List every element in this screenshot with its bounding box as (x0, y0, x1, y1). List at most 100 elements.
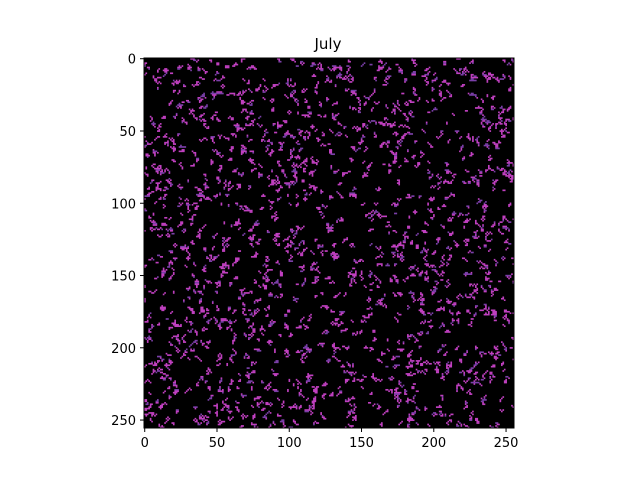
heatmap-cell (321, 250, 324, 252)
heatmap-cell (245, 374, 250, 377)
heatmap-cell (412, 211, 418, 213)
heatmap-cell (342, 241, 344, 244)
heatmap-cell (407, 276, 409, 278)
heatmap-cell (407, 334, 409, 336)
heatmap-cell (360, 329, 363, 332)
heatmap-cell (175, 338, 179, 341)
heatmap-cell (161, 276, 163, 278)
heatmap-cell (196, 284, 198, 287)
heatmap-cell (217, 325, 221, 328)
heatmap-cell (511, 58, 513, 60)
heatmap-cell (376, 214, 382, 216)
heatmap-cell (498, 354, 502, 356)
heatmap-cell (479, 199, 483, 202)
heatmap-cell (237, 172, 240, 174)
heatmap-cell (278, 82, 281, 85)
heatmap-cell (412, 60, 415, 63)
heatmap-cell (191, 273, 194, 275)
heatmap-cell (326, 222, 330, 225)
heatmap-cell (441, 256, 444, 258)
heatmap-cell (242, 146, 246, 148)
heatmap-cell (434, 368, 440, 371)
heatmap-cell (395, 355, 401, 358)
heatmap-cell (183, 339, 185, 342)
heatmap-cell (167, 416, 169, 419)
heatmap-cell (253, 309, 257, 312)
heatmap-cell (376, 189, 380, 192)
heatmap-cell (447, 219, 453, 222)
heatmap-cell (159, 196, 162, 199)
heatmap-cell (333, 172, 337, 174)
heatmap-cell (259, 208, 263, 210)
heatmap-cell (216, 321, 218, 323)
heatmap-cell (498, 228, 500, 231)
heatmap-cell (369, 244, 372, 247)
heatmap-cell (508, 277, 510, 280)
heatmap-cell (362, 176, 364, 179)
heatmap-cell (379, 254, 382, 257)
heatmap-cell (187, 101, 191, 104)
heatmap-cell (201, 227, 204, 229)
heatmap-cell (152, 124, 155, 127)
heatmap-cell (320, 189, 322, 192)
heatmap-cell (470, 381, 480, 384)
heatmap-cell (294, 403, 296, 406)
heatmap-cell (171, 336, 174, 339)
heatmap-cell (381, 256, 383, 258)
heatmap-cell (373, 133, 376, 135)
heatmap-cell (464, 293, 467, 296)
heatmap-cell (502, 173, 507, 176)
heatmap-cell (307, 105, 311, 108)
heatmap-cell (310, 316, 312, 319)
heatmap-cell (340, 69, 343, 72)
heatmap-cell (284, 175, 286, 177)
heatmap-cell (472, 59, 474, 62)
heatmap-cell (350, 397, 356, 400)
heatmap-cell (227, 306, 231, 309)
heatmap-cell (389, 378, 393, 381)
heatmap-cell (360, 270, 363, 273)
heatmap-cell (278, 188, 281, 190)
heatmap-cell (365, 97, 370, 99)
heatmap-cell (467, 426, 470, 429)
heatmap-cell (450, 218, 453, 221)
heatmap-cell (232, 312, 234, 315)
heatmap-cell (305, 326, 309, 329)
heatmap-cell (216, 286, 218, 289)
heatmap-cell (499, 400, 502, 403)
heatmap-cell (443, 182, 445, 184)
heatmap-cell (428, 162, 431, 164)
heatmap-cell (487, 284, 492, 287)
heatmap-cell (180, 212, 182, 215)
heatmap-cell (343, 370, 346, 372)
heatmap-cell (330, 393, 334, 395)
heatmap-cell (446, 121, 448, 124)
heatmap-cell (386, 409, 389, 411)
heatmap-cell (411, 387, 415, 390)
heatmap-cell (165, 375, 168, 378)
heatmap-cell (245, 124, 252, 127)
heatmap-cell (324, 306, 330, 309)
heatmap-cell (258, 124, 260, 127)
heatmap-cell (236, 167, 239, 170)
heatmap-cell (340, 329, 347, 332)
heatmap-cell (366, 299, 369, 302)
heatmap-cell (219, 352, 221, 355)
heatmap-cell (327, 276, 331, 278)
heatmap-cell (295, 65, 299, 67)
heatmap-cell (398, 69, 403, 72)
heatmap-cell (216, 292, 218, 294)
heatmap-cell (448, 234, 453, 236)
heatmap-cell (457, 295, 460, 297)
heatmap-cell (330, 253, 338, 255)
heatmap-cell (272, 283, 275, 286)
heatmap-cell (411, 156, 415, 158)
heatmap-cell (253, 254, 257, 257)
heatmap-cell (219, 136, 221, 138)
heatmap-cell (392, 108, 396, 111)
heatmap-cell (268, 410, 270, 413)
heatmap-cell (292, 175, 296, 177)
heatmap-cell (155, 170, 159, 173)
heatmap-cell (249, 211, 253, 213)
